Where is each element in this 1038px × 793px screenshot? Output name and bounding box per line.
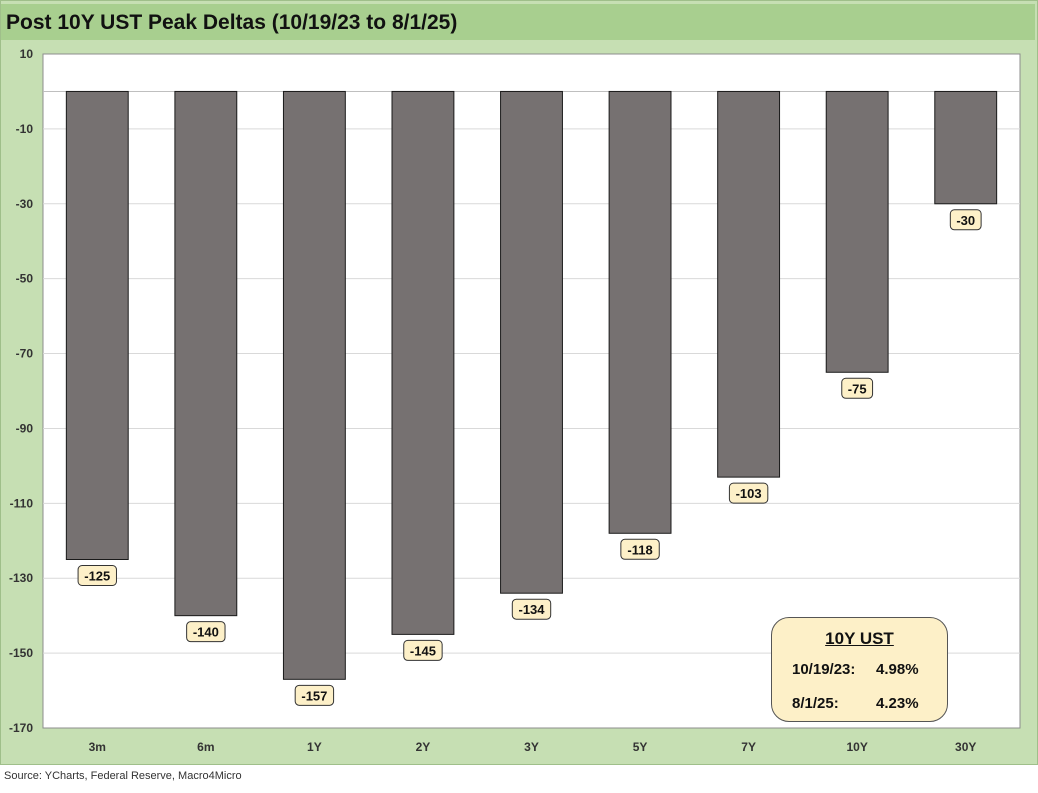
data-label: -157	[301, 688, 327, 703]
info-date: 10/19/23:	[792, 661, 856, 678]
x-tick-label: 1Y	[307, 740, 322, 754]
data-label: -134	[518, 602, 545, 617]
y-tick-label: -90	[16, 421, 34, 435]
bar	[282, 90, 346, 680]
x-tick-label: 2Y	[416, 740, 431, 754]
bar	[174, 90, 238, 617]
bar-chart: 10 -10 -30 -50 -70 -90 -110 -130 -150 -170 -125 3m -…	[9, 47, 1021, 754]
info-value: 4.23%	[876, 695, 919, 712]
y-tick-label: -150	[9, 646, 33, 660]
x-tick-label: 7Y	[741, 740, 756, 754]
bar	[717, 90, 781, 478]
y-tick-label: -10	[16, 122, 34, 136]
data-label: -145	[410, 643, 436, 658]
info-row: 10/19/23: 4.98%	[792, 661, 919, 678]
data-label-box	[294, 684, 335, 706]
info-box: 10Y UST 10/19/23: 4.98% 8/1/25: 4.23%	[771, 617, 948, 722]
y-tick-label: -50	[16, 272, 34, 286]
x-tick-label: 30Y	[955, 740, 976, 754]
y-tick-label: -170	[9, 721, 33, 735]
bar	[391, 90, 455, 635]
data-label-box	[186, 621, 226, 643]
bar	[934, 90, 998, 205]
data-label: -140	[193, 625, 219, 640]
bar	[500, 90, 563, 594]
source-note: Source: YCharts, Federal Reserve, Macro4…	[4, 770, 242, 782]
y-tick-label: 10	[20, 47, 34, 61]
info-value: 4.98%	[876, 661, 919, 678]
y-tick-label: -130	[9, 571, 33, 585]
data-label-box	[841, 377, 874, 399]
y-tick-label: -110	[10, 496, 34, 510]
data-label: -75	[848, 381, 867, 396]
y-tick-label: -30	[16, 197, 34, 211]
info-row: 8/1/25: 4.23%	[792, 695, 919, 712]
x-tick-label: 5Y	[633, 740, 648, 754]
info-date: 8/1/25:	[792, 695, 839, 712]
data-label-box	[403, 639, 443, 661]
data-label-box	[511, 598, 552, 620]
bar	[825, 90, 889, 373]
x-tick-label: 3m	[89, 740, 106, 754]
x-tick-label: 3Y	[524, 740, 539, 754]
data-label-box	[620, 538, 660, 560]
bar	[65, 90, 129, 560]
data-label-box	[728, 482, 769, 504]
info-box-title: 10Y UST	[825, 629, 894, 648]
data-label: -30	[956, 213, 975, 228]
data-label-box	[949, 209, 982, 231]
data-label-box	[77, 565, 117, 586]
data-label: -103	[736, 486, 762, 501]
bar	[608, 90, 672, 534]
y-tick-label: -70	[16, 347, 34, 361]
x-tick-label: 6m	[197, 740, 214, 754]
title-bar	[1, 4, 1035, 40]
data-label: -118	[627, 542, 652, 557]
chart-title: Post 10Y UST Peak Deltas (10/19/23 to 8/…	[6, 11, 458, 34]
data-label: -125	[84, 569, 110, 584]
x-tick-label: 10Y	[846, 740, 867, 754]
